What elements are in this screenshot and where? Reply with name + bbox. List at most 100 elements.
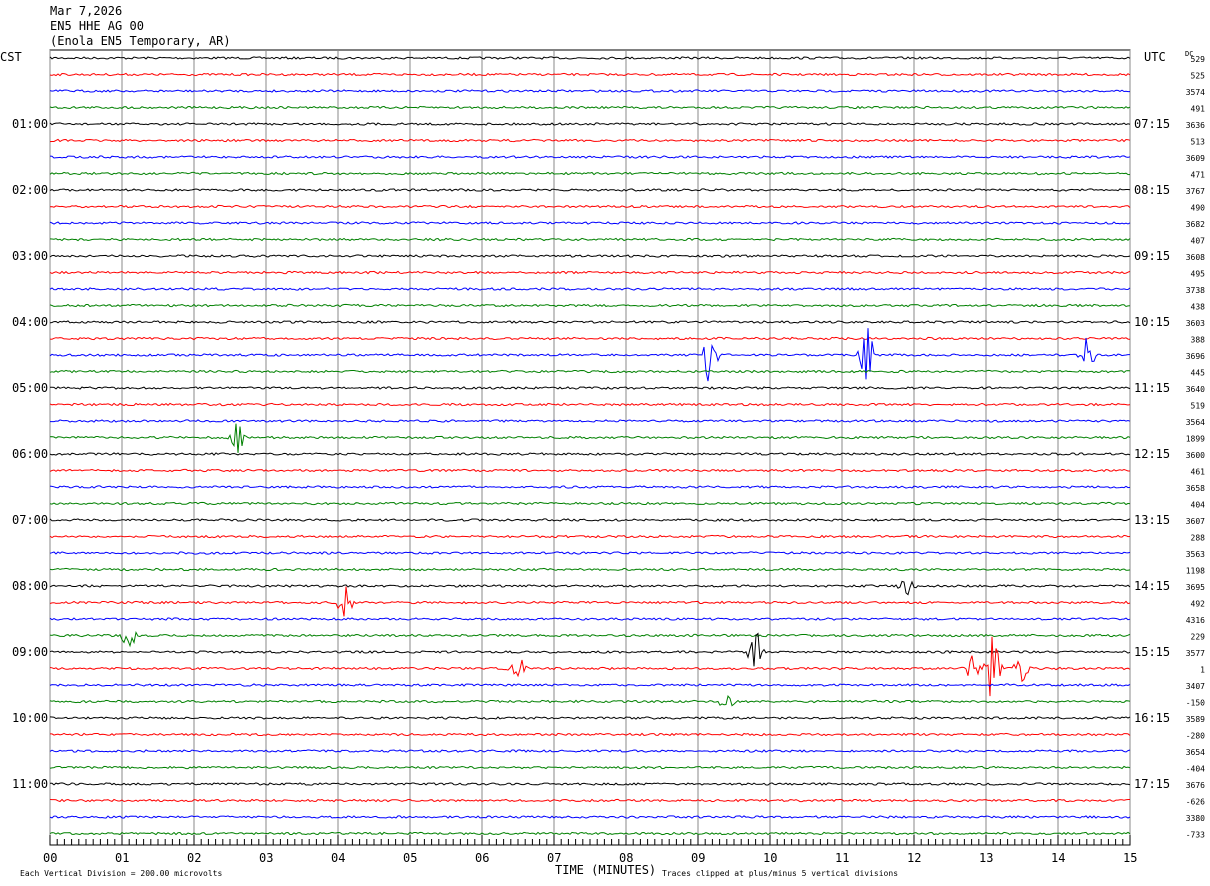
dc-offset-label: 3574 <box>1186 88 1205 97</box>
trace-line <box>49 765 1131 770</box>
dc-offset-label: -404 <box>1186 765 1205 774</box>
x-tick-label: 06 <box>475 851 489 865</box>
trace-line <box>49 155 1131 159</box>
trace-line <box>49 221 1131 225</box>
left-hour-label: 11:00 <box>12 777 48 791</box>
trace-line <box>49 815 1131 819</box>
trace-line <box>49 423 1131 453</box>
dc-offset-label: 404 <box>1191 501 1206 510</box>
x-axis-label: TIME (MINUTES) <box>555 863 656 877</box>
dc-offset-label: 3577 <box>1186 649 1205 658</box>
dc-offset-label: 3603 <box>1186 319 1205 328</box>
x-tick-label: 12 <box>907 851 921 865</box>
trace-line <box>49 586 1131 617</box>
dc-offset-label: 519 <box>1191 402 1206 411</box>
trace-line <box>49 402 1131 407</box>
left-timezone: CST <box>0 50 22 64</box>
right-hour-label: 15:15 <box>1134 645 1170 659</box>
dc-offset-label: 3564 <box>1186 418 1205 427</box>
left-hour-label: 08:00 <box>12 579 48 593</box>
dc-offset-label: 288 <box>1191 534 1206 543</box>
trace-line <box>49 683 1131 687</box>
trace-line <box>49 369 1131 374</box>
dc-offset-label: 3682 <box>1186 220 1205 229</box>
dc-offset-label: 388 <box>1191 336 1206 345</box>
dc-offset-label: 1198 <box>1186 567 1205 576</box>
x-tick-label: 11 <box>835 851 849 865</box>
x-tick-label: 10 <box>763 851 777 865</box>
trace-line <box>49 468 1130 473</box>
trace-line <box>49 534 1131 539</box>
x-tick-label: 14 <box>1051 851 1065 865</box>
left-hour-label: 06:00 <box>12 447 48 461</box>
x-tick-label: 04 <box>331 851 345 865</box>
dc-offset-label: -733 <box>1186 831 1205 840</box>
trace-line <box>49 386 1131 390</box>
dc-label: DC <box>1185 50 1193 58</box>
right-hour-label: 11:15 <box>1134 381 1170 395</box>
left-hour-label: 05:00 <box>12 381 48 395</box>
x-tick-label: 05 <box>403 851 417 865</box>
trace-line <box>49 138 1131 143</box>
trace-line <box>49 632 1131 667</box>
dc-offset-label: 3654 <box>1186 748 1205 757</box>
trace-line <box>49 171 1131 176</box>
dc-offset-label: 3608 <box>1186 253 1205 262</box>
dc-offset-label: -626 <box>1186 798 1205 807</box>
trace-line <box>49 452 1131 456</box>
clip-note: Traces clipped at plus/minus 5 vertical … <box>662 869 898 878</box>
right-hour-label: 10:15 <box>1134 315 1170 329</box>
trace-line <box>49 287 1131 291</box>
right-hour-label: 08:15 <box>1134 183 1170 197</box>
right-hour-label: 16:15 <box>1134 711 1170 725</box>
date-label: Mar 7,2026 <box>50 4 123 18</box>
dc-offset-label: -150 <box>1186 699 1205 708</box>
trace-line <box>49 695 1131 707</box>
right-hour-label: 07:15 <box>1134 117 1170 131</box>
trace-line <box>49 580 1131 596</box>
dc-offset-label: 3589 <box>1186 715 1205 724</box>
dc-offset-label: 495 <box>1191 270 1206 279</box>
plot-frame <box>49 49 1131 846</box>
left-hour-label: 03:00 <box>12 249 48 263</box>
trace-line <box>49 122 1131 126</box>
x-tick-label: 09 <box>691 851 705 865</box>
x-tick-label: 07 <box>547 851 561 865</box>
dc-offset-label: 3696 <box>1186 352 1205 361</box>
x-tick-label: 15 <box>1123 851 1137 865</box>
trace-line <box>49 56 1131 60</box>
dc-offset-label: 3767 <box>1186 187 1205 196</box>
left-hour-label: 02:00 <box>12 183 48 197</box>
trace-line <box>49 237 1131 242</box>
dc-offset-label: 1899 <box>1186 435 1205 444</box>
x-tick-label: 02 <box>187 851 201 865</box>
trace-line <box>49 328 1130 382</box>
dc-offset-label: 229 <box>1191 633 1206 642</box>
right-hour-label: 09:15 <box>1134 249 1170 263</box>
station-label: (Enola EN5 Temporary, AR) <box>50 34 231 48</box>
trace-line <box>49 716 1131 720</box>
x-tick-label: 08 <box>619 851 633 865</box>
left-hour-label: 09:00 <box>12 645 48 659</box>
dc-offset-label: 3658 <box>1186 484 1205 493</box>
trace-line <box>49 320 1131 324</box>
dc-offset-label: 492 <box>1191 600 1206 609</box>
trace-line <box>49 617 1131 621</box>
x-tick-label: 01 <box>115 851 129 865</box>
channel-label: EN5 HHE AG 00 <box>50 19 144 33</box>
trace-line <box>49 551 1131 555</box>
trace-line <box>49 630 1131 648</box>
left-hour-label: 01:00 <box>12 117 48 131</box>
trace-line <box>49 254 1131 258</box>
trace-line <box>49 798 1130 803</box>
dc-offset-label: 491 <box>1191 105 1206 114</box>
dc-offset-label: 445 <box>1191 369 1206 378</box>
dc-offset-label: 3607 <box>1186 517 1205 526</box>
right-hour-label: 12:15 <box>1134 447 1170 461</box>
dc-offset-label: 471 <box>1191 171 1206 180</box>
dc-offset-label: -280 <box>1186 732 1205 741</box>
trace-line <box>49 105 1131 110</box>
dc-offset-label: 3380 <box>1186 814 1205 823</box>
